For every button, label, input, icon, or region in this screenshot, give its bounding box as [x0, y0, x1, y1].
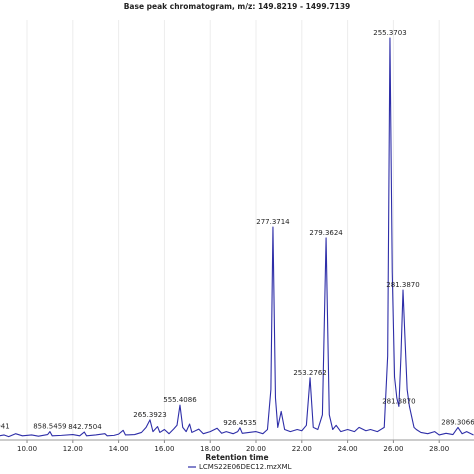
peak-label: 842.7504 — [68, 423, 102, 431]
x-tick-label: 16.00 — [154, 445, 174, 453]
peak-label: 926.4535 — [223, 419, 256, 427]
legend-label: LCMS22E06DEC12.mzXML — [199, 463, 292, 471]
x-tick-label: 28.00 — [429, 445, 449, 453]
peak-label: 289.3066 — [441, 418, 474, 426]
x-tick-label: 14.00 — [109, 445, 129, 453]
peak-label: 858.5459 — [33, 423, 66, 431]
x-axis-label: Retention time — [205, 453, 268, 462]
x-tick-label: 20.00 — [246, 445, 266, 453]
peak-label: 253.2762 — [293, 369, 326, 377]
peak-label: 281.3870 — [382, 397, 415, 405]
x-tick-label: 12.00 — [63, 445, 83, 453]
chart-title: Base peak chromatogram, m/z: 149.8219 - … — [124, 2, 351, 11]
x-tick-label: 26.00 — [383, 445, 403, 453]
peak-label: 941 — [0, 423, 10, 431]
peak-label: 255.3703 — [373, 29, 406, 37]
peak-label: 555.4086 — [163, 396, 197, 404]
x-tick-label: 24.00 — [338, 445, 358, 453]
x-tick-label: 18.00 — [200, 445, 220, 453]
chromatogram-trace — [0, 37, 474, 438]
x-tick-label: 10.00 — [17, 445, 37, 453]
peak-label: 277.3714 — [256, 218, 290, 226]
peak-label: 279.3624 — [309, 229, 343, 237]
peak-label: 281.3870 — [386, 281, 419, 289]
peak-label: 265.3923 — [133, 411, 166, 419]
x-tick-label: 22.00 — [292, 445, 312, 453]
